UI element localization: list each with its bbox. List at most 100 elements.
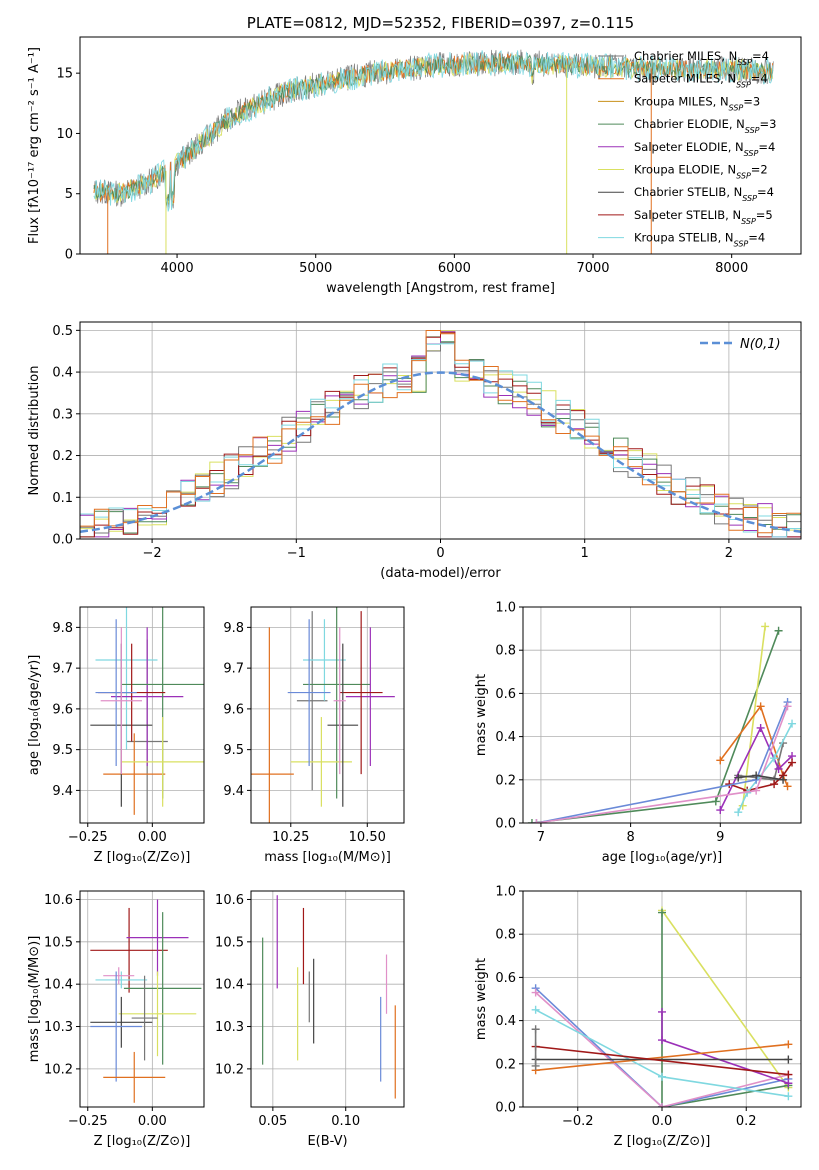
legend-text: =3 [743,94,760,108]
legend-sub: SSP [741,216,756,225]
legend-sub: SSP [736,171,751,180]
legend-text: Salpeter ELODIE, N [634,140,744,154]
x-tick-label: −0.2 [562,1114,594,1129]
y-tick-label: 10.2 [215,1062,244,1077]
panel-mass_age: 10.25 10.50 9.4 9.5 9.6 9.7 9.8 mass [log₁₀(M/M… [223,606,405,865]
y-tick-label: 9.5 [52,743,73,758]
y-tick-label: 0.0 [52,533,73,548]
axes-frame [250,890,405,1108]
legend-text: =3 [760,117,777,131]
y-tick-label: 9.4 [52,784,73,799]
y-tick-label: 9.6 [223,702,244,717]
legend-label: Chabrier STELIB, NSSP=4 [634,185,774,203]
legend-sub: SSP [729,103,744,112]
plus-marker [527,819,536,823]
spectrum-line [93,54,774,207]
plus-marker [784,1092,793,1101]
panel-z_weight: −0.2 0.0 0.2 0.0 0.2 0.4 0.6 0.8 1.0 Z [log₁₀(Z/Z… [474,885,802,1149]
y-tick-label: 9.7 [223,662,244,677]
legend-text: =4 [752,49,769,63]
x-axis-label: age [log₁₀(age/yr)] [602,850,723,865]
y-tick-label: 9.8 [223,621,244,636]
weight-series [535,987,789,1107]
panel-z_age: −0.25 0.00 9.4 9.5 9.6 9.7 9.8 Z [log₁₀(Z/Z⊙)] a… [27,606,205,865]
plus-marker [531,1005,540,1014]
plus-marker [779,775,788,784]
x-tick-label: 0.0 [652,1114,673,1129]
y-tick-label: 0.4 [495,1014,516,1029]
x-axis-label: Z [log₁₀(Z/Z⊙)] [94,1134,191,1149]
plus-marker [788,758,797,767]
legend-text: =4 [758,140,775,154]
legend-label: Chabrier ELODIE, NSSP=3 [634,117,776,135]
plus-marker [770,754,779,763]
plus-marker [788,719,797,728]
y-axis-label: Flux [fλ10⁻¹⁷ erg cm⁻² s⁻¹ A⁻¹] [27,47,42,244]
axes-frame [522,606,802,824]
legend-label: Salpeter MILES, NSSP=4 [634,72,768,90]
y-tick-label: 1.0 [495,601,516,616]
y-axis-label: mass [log₁₀(M/M⊙)] [27,936,42,1063]
x-axis-label: wavelength [Angstrom, rest frame] [326,281,555,296]
plus-marker [658,1007,666,1016]
legend-text: =4 [757,185,774,199]
x-tick-label: −0.25 [68,830,108,845]
legend-text: =4 [748,231,765,245]
plus-marker [756,702,765,711]
weight-series [535,991,789,1107]
plot-area [251,607,404,823]
y-tick-label: 0.8 [495,644,516,659]
y-tick-label: 10.2 [44,1062,73,1077]
y-axis-label: age [log₁₀(age/yr)] [27,655,42,776]
panel-ebv_mass: 0.05 0.10 10.2 10.3 10.4 10.5 10.6 E(B-V) [215,890,405,1149]
y-tick-label: 10.4 [215,978,244,993]
x-tick-label: −1 [287,546,306,561]
plus-marker [658,1036,666,1045]
histogram-series [80,330,801,539]
legend-text: Salpeter MILES, N [634,72,736,86]
y-tick-label: 9.6 [52,702,73,717]
x-tick-label: 9 [716,830,724,845]
x-tick-label: 0 [436,546,444,561]
plus-marker [531,988,540,997]
x-axis-label: mass [log₁₀(M/M⊙)] [264,850,391,865]
y-tick-label: 10.3 [44,1020,73,1035]
x-tick-label: 1 [581,546,589,561]
panel-z_mass: −0.25 0.00 10.2 10.3 10.4 10.5 10.6 Z [log₁₀(Z/… [27,890,205,1149]
y-axis-label: mass weight [474,674,489,756]
plus-marker [531,1025,540,1034]
x-tick-label: 0.10 [331,1114,360,1129]
weight-series [535,1045,789,1076]
y-tick-label: 0.1 [52,491,73,506]
spectrum-line [93,49,774,212]
legend-label: Salpeter STELIB, NSSP=5 [634,208,773,226]
y-tick-label: 10.6 [215,893,244,908]
plus-marker [531,1061,540,1070]
legend-text: =4 [751,72,768,86]
plot-area [80,322,801,539]
legend-sub: SSP [744,148,759,157]
y-tick-label: 10 [56,127,73,142]
legend-label: Salpeter ELODIE, NSSP=4 [634,140,775,158]
axes-frame [79,36,802,255]
legend-text: Chabrier ELODIE, N [634,117,745,131]
x-tick-label: −2 [143,546,162,561]
weight-series [535,1043,789,1072]
legend-label: Kroupa ELODIE, NSSP=2 [634,163,768,181]
x-tick-label: −0.25 [68,1114,108,1129]
y-tick-label: 0 [65,248,73,263]
plus-marker [774,765,783,773]
y-tick-label: 15 [56,67,73,82]
x-tick-label: 4000 [161,261,194,276]
y-tick-label: 0.4 [52,366,73,381]
y-tick-label: 0.5 [52,324,73,339]
plus-marker [752,786,761,795]
y-tick-label: 5 [65,187,73,202]
legend-sub: SSP [734,239,749,248]
plus-marker [784,1055,793,1064]
y-tick-label: 10.5 [215,935,244,950]
x-tick-label: 10.50 [349,830,386,845]
plot-area [80,891,204,1107]
plus-marker [734,773,743,782]
